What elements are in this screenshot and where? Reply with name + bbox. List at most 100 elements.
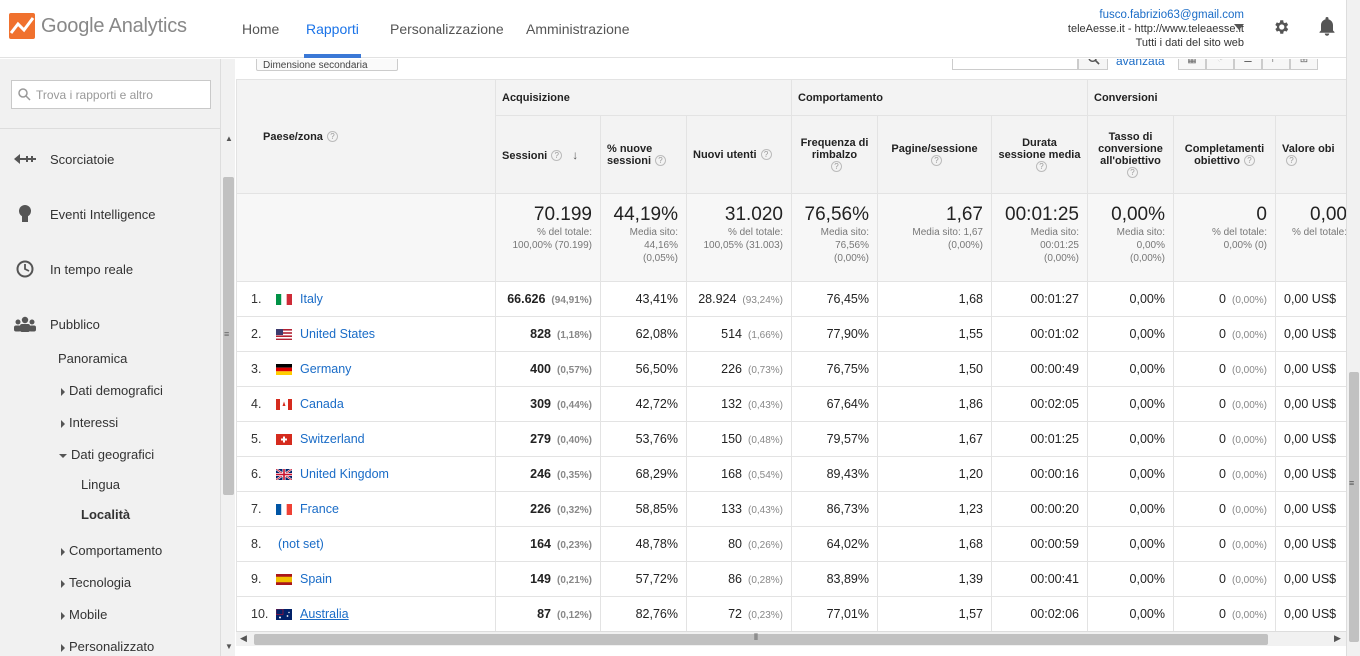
report-search-input[interactable]: Trova i rapporti e altro [11,80,211,109]
bell-icon[interactable] [1318,16,1336,36]
help-icon[interactable]: ? [1036,161,1047,173]
help-icon[interactable]: ? [831,161,842,173]
sidebar-scroll-thumb[interactable] [223,177,234,495]
col-completamenti[interactable]: Completamenti obiettivo? [1173,115,1276,194]
pie-view-icon[interactable]: ◔ [1206,59,1234,70]
dimension-cell: 4. Canada [236,386,496,422]
sidebar-sub-interessi[interactable]: Interessi [61,415,118,430]
sidebar-scrollbar[interactable]: ◀ ▲ ≡ ▼ [220,59,450,656]
sort-desc-icon[interactable]: ↓ [572,147,579,162]
page-vertical-scrollbar[interactable]: ≡ [1346,0,1360,656]
help-icon[interactable]: ? [326,131,338,143]
sidebar-item-pubblico[interactable]: Pubblico [14,313,100,335]
table-view-icon[interactable]: ▦ [1178,59,1206,70]
sidebar-label-scorciatoie: Scorciatoie [50,151,115,167]
country-link[interactable]: United States [300,327,376,341]
expand-arrow-icon [61,547,65,556]
country-link[interactable]: (not set) [278,537,324,551]
performance-view-icon[interactable]: ☰ [1234,59,1262,70]
new-sessions-cell: 82,76% [600,596,687,632]
help-icon[interactable]: ? [931,155,942,167]
sidebar-sub-localita[interactable]: Località [81,507,131,522]
new-users-value: 150 [721,432,742,446]
table-row[interactable]: 10. Australia 87 (0,12%) 82,76% 72 (0,23%) 77,0… [236,596,1356,632]
scroll-left-icon[interactable]: ◀ [240,633,247,643]
col-nuove-sessioni[interactable]: % nuove sessioni? [600,115,687,194]
sidebar-sub-panoramica[interactable]: Panoramica [58,351,128,366]
col-sessioni[interactable]: Sessioni? ↓ [495,115,601,194]
nav-home[interactable]: Home [242,21,280,37]
country-link[interactable]: France [300,502,339,516]
sidebar-sub-dati-demografici[interactable]: Dati demografici [61,383,163,398]
sessions-pct: (0,44%) [556,400,592,411]
country-link[interactable]: Canada [300,397,344,411]
table-horizontal-scrollbar[interactable]: ◀ ⦀ ▶ [236,631,1360,646]
help-icon[interactable]: ? [1127,167,1138,179]
country-link[interactable]: United Kingdom [300,467,389,481]
gear-icon[interactable] [1272,18,1290,36]
table-row[interactable]: 2. United States 828 (1,18%) 62,08% 514 (1,66%… [236,316,1356,352]
country-link[interactable]: Italy [300,292,323,306]
scroll-up-icon[interactable]: ▲ [225,134,233,143]
col-label: Nuovi utenti [693,148,757,161]
secondary-dimension-dropdown[interactable]: Dimensione secondaria [256,59,398,71]
col-tasso-conversione[interactable]: Tasso di conversione all'obiettivo? [1087,115,1174,194]
scroll-right-icon[interactable]: ▶ [1334,633,1341,643]
help-icon[interactable]: ? [1243,155,1255,167]
country-link[interactable]: Australia [300,607,349,621]
help-icon[interactable]: ? [551,150,563,162]
sidebar-item-eventi-intelligence[interactable]: Eventi Intelligence [14,203,156,225]
col-durata[interactable]: Durata sessione media? [991,115,1088,194]
country-link[interactable]: Spain [300,572,332,586]
sidebar-sub-dati-geografici[interactable]: Dati geografici [59,447,154,462]
table-row[interactable]: 5. Switzerland 279 (0,40%) 53,76% 150 (0,48%) 7… [236,421,1356,457]
table-search-button[interactable] [1078,59,1108,70]
help-icon[interactable]: ? [760,149,772,161]
col-pagine[interactable]: Pagine/sessione? [877,115,992,194]
nav-amministrazione[interactable]: Amministrazione [526,21,630,37]
google-analytics-logo[interactable]: Google Analytics [9,13,187,39]
sidebar-sub-lingua[interactable]: Lingua [81,477,121,492]
country-link[interactable]: Switzerland [300,432,365,446]
nav-rapporti[interactable]: Rapporti [304,21,361,58]
table-row[interactable]: 7. France 226 (0,32%) 58,85% 133 (0,43%) 86,73%… [236,491,1356,527]
col-rimbalzo[interactable]: Frequenza di rimbalzo? [791,115,878,194]
table-row[interactable]: 1. Italy 66.626 (94,91%) 43,41% 28.924 (93,24%… [236,281,1356,317]
advanced-filter-link[interactable]: avanzata [1116,59,1165,68]
table-row[interactable]: 8. (not set) 164 (0,23%) 48,78% 80 (0,26%) 64,0… [236,526,1356,562]
table-row[interactable]: 4. Canada 309 (0,44%) 42,72% 132 (0,43%) 67,64%… [236,386,1356,422]
col-valore[interactable]: Valore obi? [1275,115,1356,194]
sessions-pct: (1,18%) [556,330,592,341]
horizontal-scroll-thumb[interactable] [254,634,1268,645]
sessions-value: 226 [530,502,551,516]
account-selector[interactable]: fusco.fabrizio63@gmail.com teleAesse.it … [1068,8,1244,50]
sidebar-sub-comportamento[interactable]: Comportamento [61,543,162,558]
scroll-down-icon[interactable]: ▼ [225,642,233,651]
col-nuovi-utenti[interactable]: Nuovi utenti? [686,115,792,194]
help-icon[interactable]: ? [1286,155,1297,167]
table-row[interactable]: 3. Germany 400 (0,57%) 56,50% 226 (0,73%) 76,75… [236,351,1356,387]
table-row[interactable]: 6. United Kingdom 246 (0,35%) 68,29% 168 (0,54… [236,456,1356,492]
sidebar-sub-personalizzato[interactable]: Personalizzato [61,639,154,654]
duration-cell: 00:00:16 [991,456,1088,492]
sidebar-sub-tecnologia[interactable]: Tecnologia [61,575,131,590]
dimension-cell: 9. Spain [236,561,496,597]
sidebar-item-scorciatoie[interactable]: Scorciatoie [14,148,114,170]
goal-value: 0 [1219,572,1226,586]
help-icon[interactable]: ? [655,155,667,167]
table-filter-input[interactable] [952,59,1078,70]
comparison-view-icon[interactable]: ⊢ [1262,59,1290,70]
table-row[interactable]: 9. Spain 149 (0,21%) 57,72% 86 (0,28%) 83,89% 1,… [236,561,1356,597]
pivot-view-icon[interactable]: ⊞ [1290,59,1318,70]
dimension-header[interactable]: Paese/zona? [236,79,496,194]
sessions-pct: (0,21%) [556,575,592,586]
sidebar-item-tempo-reale[interactable]: In tempo reale [14,258,133,280]
country-link[interactable]: Germany [300,362,352,376]
account-dropdown-icon[interactable] [1234,24,1244,30]
sessions-value: 149 [530,572,551,586]
nav-personalizzazione[interactable]: Personalizzazione [390,21,504,37]
sidebar-sub-mobile[interactable]: Mobile [61,607,107,622]
new-users-value: 72 [728,607,742,621]
flag-au-icon [275,608,292,621]
page-scroll-thumb[interactable] [1349,372,1359,642]
